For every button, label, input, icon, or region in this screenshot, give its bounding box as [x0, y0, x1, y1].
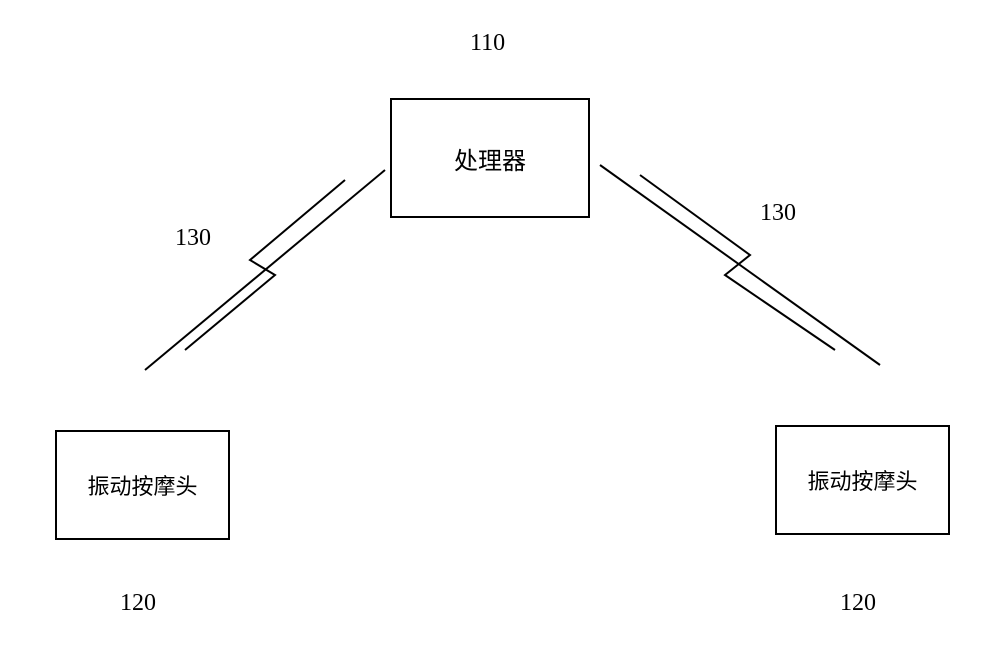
ref-label-massage-left: 120 [120, 590, 156, 617]
ref-label-text: 120 [840, 590, 876, 616]
edge-right-line [600, 165, 880, 365]
node-massage-right-label: 振动按摩头 [807, 464, 917, 496]
ref-label-text: 110 [470, 30, 505, 56]
ref-label-massage-right: 120 [840, 590, 876, 617]
ref-label-text: 130 [175, 225, 211, 251]
ref-label-edge-right: 130 [760, 200, 796, 227]
diagram-canvas: 110 处理器 130 130 振动按摩头 120 振动按摩头 120 [0, 0, 1000, 651]
node-massage-head-left: 振动按摩头 [55, 430, 230, 540]
edge-left-wireless-icon [130, 160, 410, 380]
edge-right-wireless-icon [580, 150, 900, 380]
node-processor-label: 处理器 [454, 141, 526, 176]
edge-left-bolt [185, 180, 345, 350]
ref-label-text: 120 [120, 590, 156, 616]
node-massage-left-label: 振动按摩头 [87, 469, 197, 501]
ref-label-processor: 110 [470, 30, 505, 57]
node-processor: 处理器 [390, 98, 590, 218]
ref-label-text: 130 [760, 200, 796, 226]
node-massage-head-right: 振动按摩头 [775, 425, 950, 535]
ref-label-edge-left: 130 [175, 225, 211, 252]
